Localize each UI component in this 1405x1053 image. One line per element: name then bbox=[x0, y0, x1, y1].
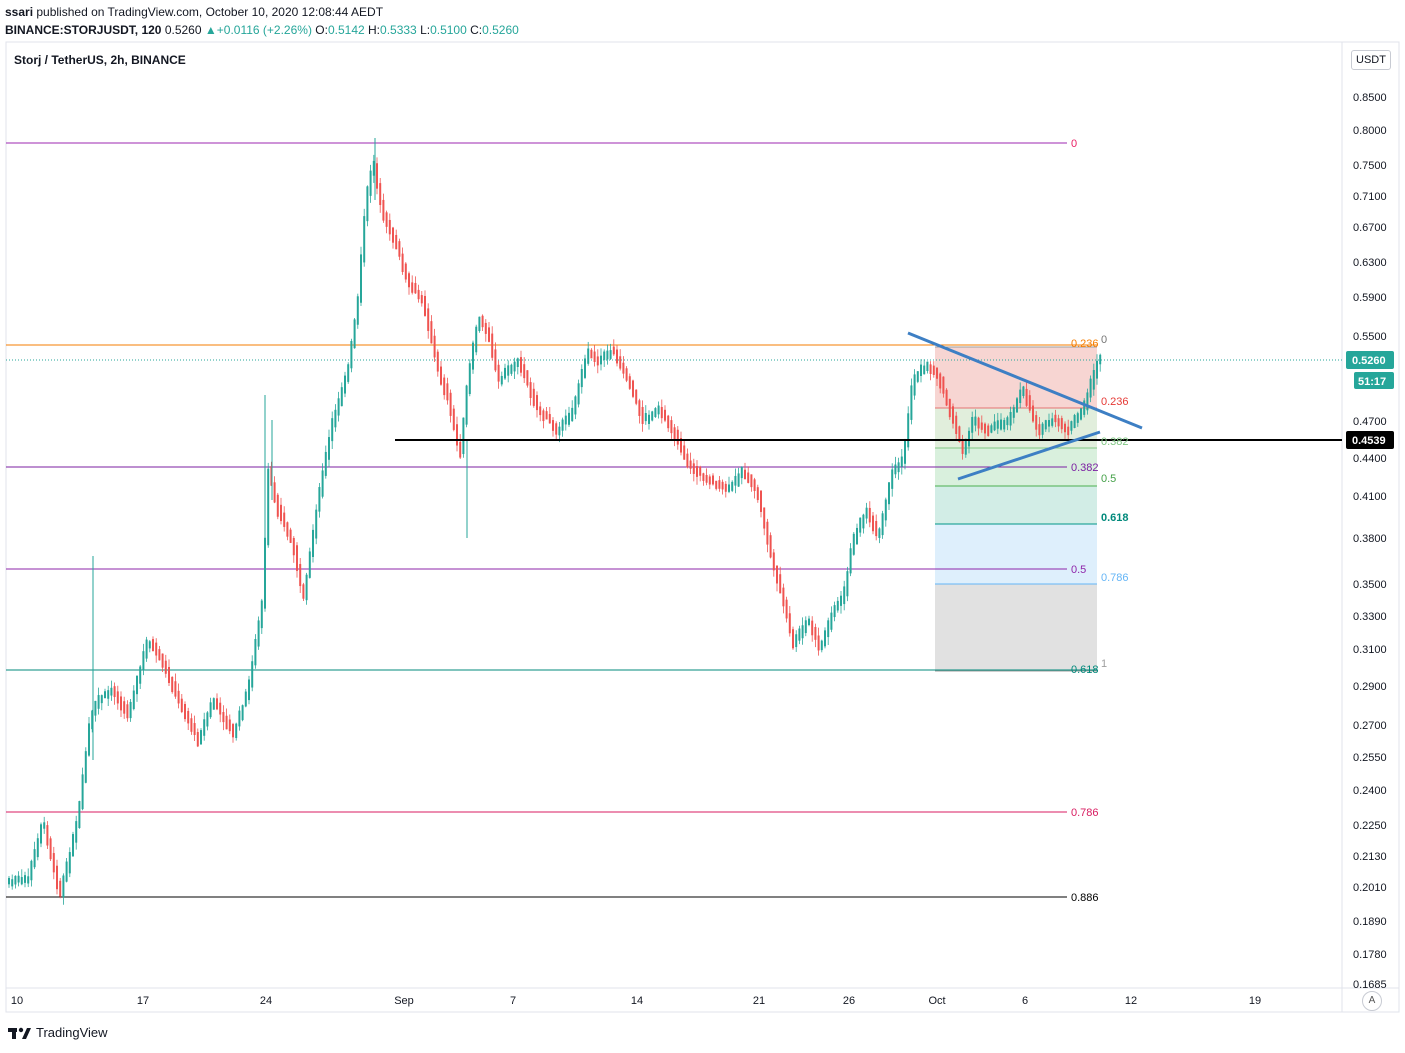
time-tick-label: 19 bbox=[1249, 995, 1261, 1007]
price-tick-label: 0.5500 bbox=[1353, 331, 1387, 343]
time-tick-label: 24 bbox=[260, 995, 272, 1007]
price-tick-label: 0.2130 bbox=[1353, 851, 1387, 863]
up-arrow-icon: ▲ bbox=[204, 23, 217, 37]
quote-line: BINANCE:STORJUSDT, 120 0.5260 ▲+0.0116 (… bbox=[5, 23, 519, 37]
svg-text:0.5260: 0.5260 bbox=[1352, 355, 1386, 367]
fib-small-label-05: 0.5 bbox=[1101, 473, 1116, 485]
price-tick-label: 0.1780 bbox=[1353, 949, 1387, 961]
fib-small-label-1: 1 bbox=[1101, 658, 1107, 670]
time-axis[interactable]: 101724Sep7142126Oct6121926 bbox=[11, 995, 1375, 1007]
fib-small-label-0786: 0.786 bbox=[1101, 572, 1129, 584]
price-tick-label: 0.3800 bbox=[1353, 533, 1387, 545]
price-tick-label: 0.4700 bbox=[1353, 416, 1387, 428]
open-label: O: bbox=[315, 23, 328, 37]
price-candles bbox=[8, 138, 1102, 905]
price-tick-label: 0.6700 bbox=[1353, 222, 1387, 234]
fib-label-05: 0.5 bbox=[1071, 564, 1086, 576]
price-tick-label: 0.3300 bbox=[1353, 611, 1387, 623]
time-tick-label: 21 bbox=[753, 995, 765, 1007]
price-tick-label: 0.4400 bbox=[1353, 453, 1387, 465]
last-price: 0.5260 bbox=[164, 23, 202, 37]
price-tick-label: 0.8000 bbox=[1353, 125, 1387, 137]
descending-trendline[interactable] bbox=[907, 331, 1143, 430]
price-tick-label: 0.6300 bbox=[1353, 257, 1387, 269]
last-price-badge: 0.5260 bbox=[1346, 351, 1394, 369]
tradingview-logo-icon bbox=[8, 1027, 31, 1039]
currency-button[interactable]: USDT bbox=[1351, 50, 1391, 70]
fib-label-0236: 0.236 bbox=[1071, 338, 1099, 350]
publish-info: published on TradingView.com, October 10… bbox=[33, 5, 384, 19]
price-tick-label: 0.4100 bbox=[1353, 491, 1387, 503]
time-tick-label: 26 bbox=[843, 995, 855, 1007]
price-tick-label: 0.2900 bbox=[1353, 681, 1387, 693]
fib-label-0: 0 bbox=[1071, 138, 1077, 150]
close-value: 0.5260 bbox=[482, 23, 519, 37]
fib-label-0786: 0.786 bbox=[1071, 807, 1099, 819]
publisher-line: ssari published on TradingView.com, Octo… bbox=[5, 5, 383, 19]
open-value: 0.5142 bbox=[327, 23, 365, 37]
auto-scale-button[interactable]: A bbox=[1362, 991, 1382, 1011]
price-tick-label: 0.5900 bbox=[1353, 292, 1387, 304]
fib-small-label-0382: 0.382 bbox=[1101, 436, 1129, 448]
time-tick-label: 7 bbox=[510, 995, 516, 1007]
low-label: L: bbox=[420, 23, 431, 37]
fib-main-lines[interactable] bbox=[6, 142, 1097, 898]
fib-label-0618: 0.618 bbox=[1071, 664, 1099, 676]
time-tick-label: 10 bbox=[11, 995, 23, 1007]
fib-label-0382: 0.382 bbox=[1071, 462, 1099, 474]
price-axis[interactable]: 0.8500 0.8000 0.7500 0.7100 0.6700 0.6300 0.59… bbox=[1353, 92, 1387, 991]
price-tick-label: 0.7100 bbox=[1353, 191, 1387, 203]
high-value: 0.5333 bbox=[380, 23, 417, 37]
price-tick-label: 0.2550 bbox=[1353, 752, 1387, 764]
chart-pane-border bbox=[5, 41, 1400, 1013]
fib-zones[interactable] bbox=[935, 346, 1097, 672]
price-tick-label: 0.1890 bbox=[1353, 916, 1387, 928]
fib-small-label-0236: 0.236 bbox=[1101, 396, 1129, 408]
symbol-label: BINANCE:STORJUSDT, 120 bbox=[5, 23, 162, 37]
price-tick-label: 0.2400 bbox=[1353, 785, 1387, 797]
time-tick-label: Sep bbox=[394, 995, 414, 1007]
price-tick-label: 0.3500 bbox=[1353, 579, 1387, 591]
time-tick-label: 6 bbox=[1022, 995, 1028, 1007]
time-tick-label: 17 bbox=[137, 995, 149, 1007]
svg-text:0.4539: 0.4539 bbox=[1352, 435, 1386, 447]
chart-legend[interactable]: Storj / TetherUS, 2h, BINANCE bbox=[14, 53, 186, 67]
price-tick-label: 0.2010 bbox=[1353, 882, 1387, 894]
support-price-badge: 0.4539 bbox=[1346, 431, 1394, 449]
brand-name: TradingView bbox=[36, 1025, 108, 1040]
brand-footer[interactable]: TradingView bbox=[8, 1025, 108, 1040]
price-tick-label: 0.2250 bbox=[1353, 820, 1387, 832]
price-tick-label: 0.7500 bbox=[1353, 160, 1387, 172]
price-tick-label: 0.3100 bbox=[1353, 644, 1387, 656]
time-tick-label: 14 bbox=[631, 995, 643, 1007]
price-tick-label: 0.2700 bbox=[1353, 720, 1387, 732]
price-tick-label: 0.8500 bbox=[1353, 92, 1387, 104]
author-name[interactable]: ssari bbox=[5, 5, 34, 19]
time-tick-label: Oct bbox=[928, 995, 945, 1007]
high-label: H: bbox=[368, 23, 381, 37]
fib-small-label-0618: 0.618 bbox=[1101, 512, 1129, 524]
countdown-badge: 51:17 bbox=[1354, 372, 1394, 389]
close-label: C: bbox=[470, 23, 483, 37]
svg-text:51:17: 51:17 bbox=[1358, 376, 1386, 388]
time-tick-label: 12 bbox=[1125, 995, 1137, 1007]
price-change: +0.0116 (+2.26%) bbox=[216, 23, 312, 37]
fib-label-0886: 0.886 bbox=[1071, 892, 1099, 904]
low-value: 0.5100 bbox=[430, 23, 467, 37]
ascending-trendline[interactable] bbox=[957, 430, 1101, 481]
fib-small-label-0: 0 bbox=[1101, 334, 1107, 346]
price-tick-label: 0.1685 bbox=[1353, 979, 1387, 991]
